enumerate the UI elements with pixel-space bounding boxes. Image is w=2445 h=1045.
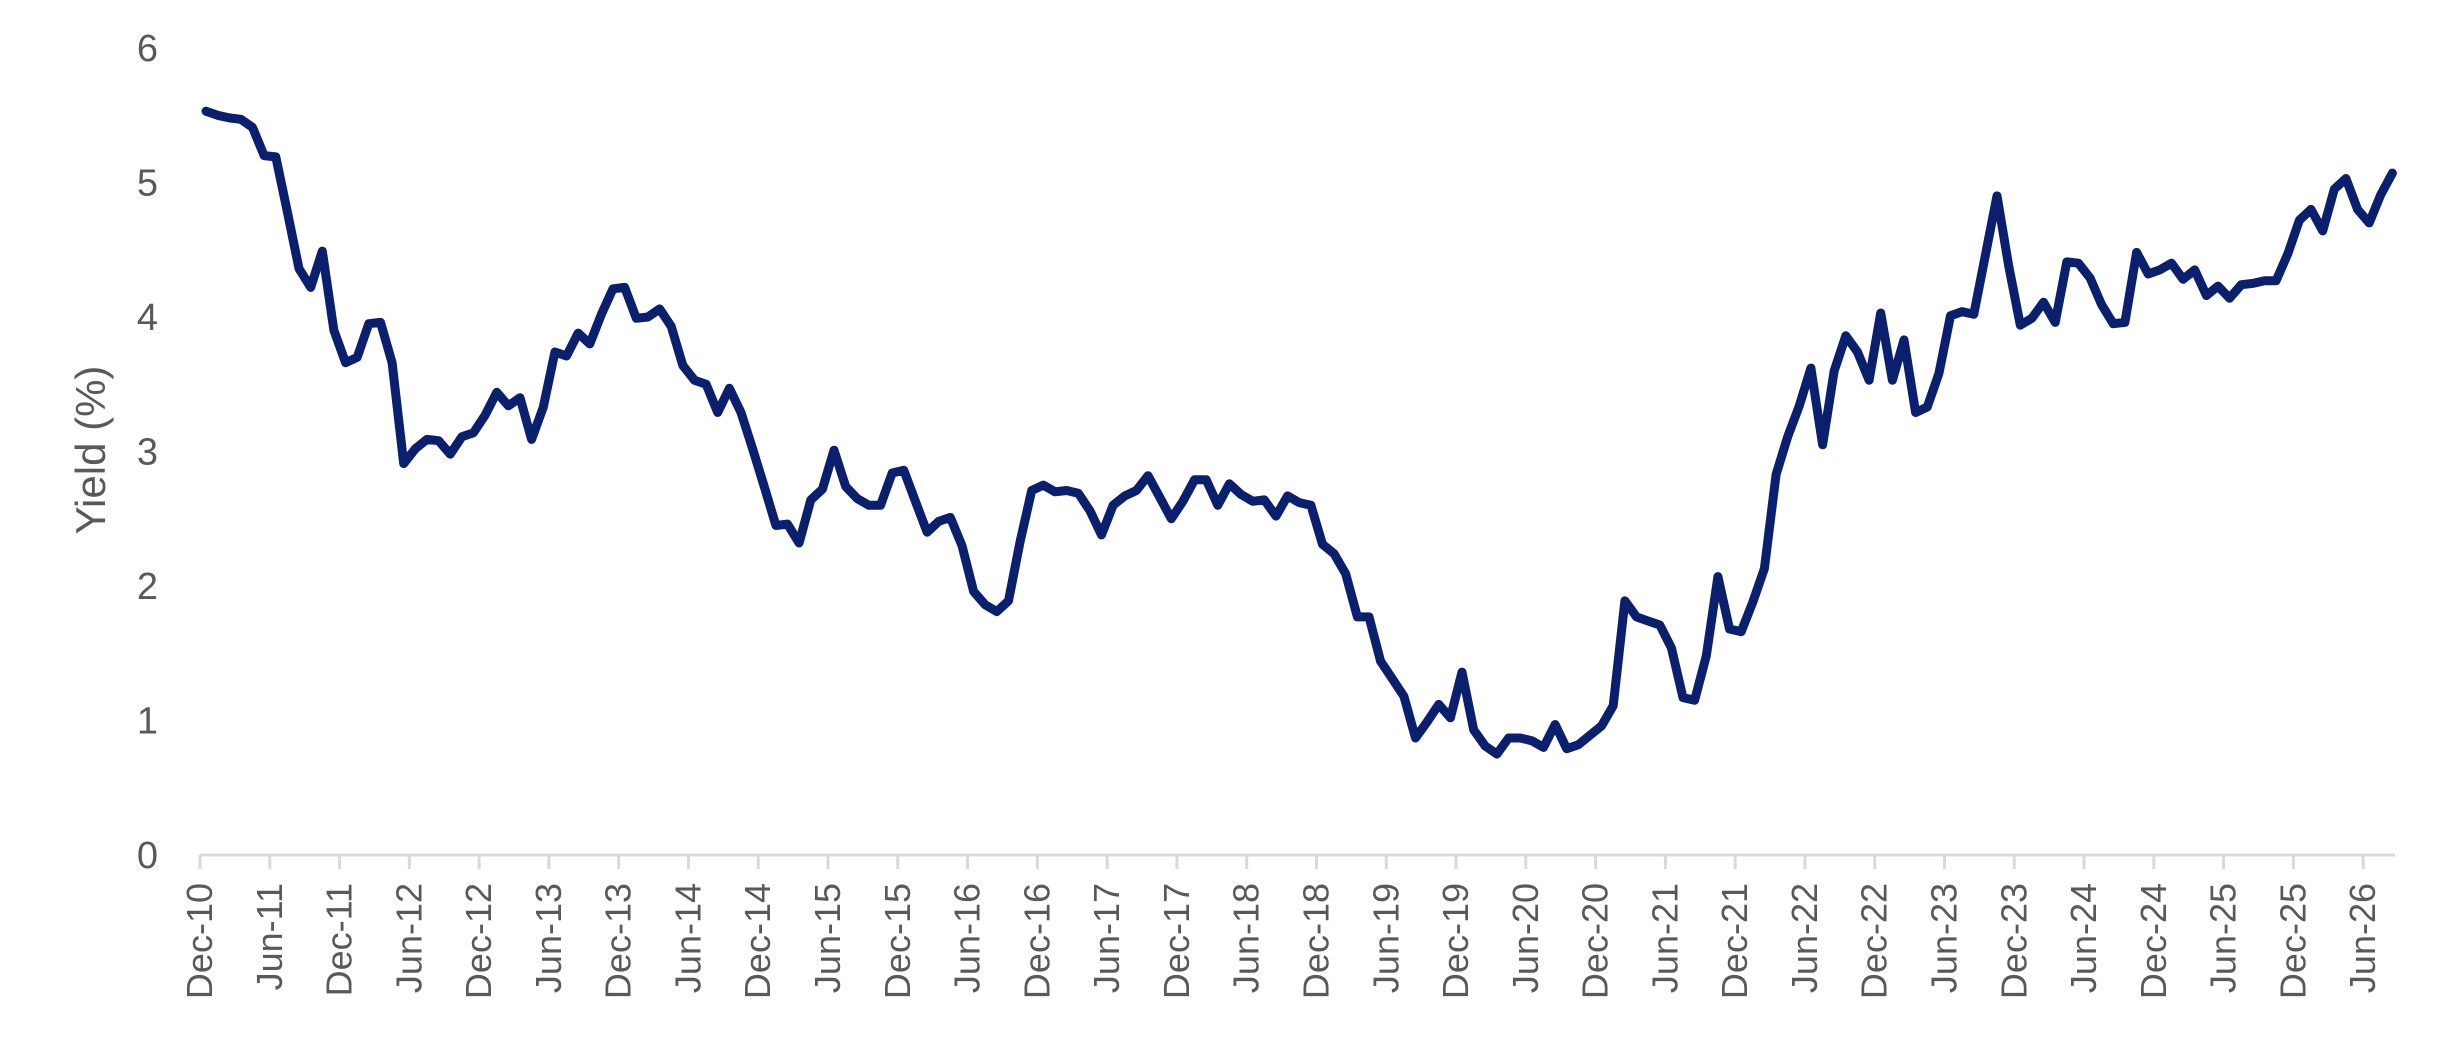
x-tick-label: Jun-17	[1086, 883, 1127, 993]
x-tick-label: Jun-13	[528, 883, 569, 993]
y-tick-label: 2	[137, 566, 158, 608]
x-tick-label: Jun-26	[2342, 883, 2383, 993]
y-tick-label: 5	[137, 163, 158, 205]
x-tick-label: Jun-18	[1226, 883, 1267, 993]
x-tick-label: Dec-20	[1575, 883, 1616, 999]
y-tick-label: 4	[137, 297, 158, 339]
x-tick-label: Dec-22	[1854, 883, 1895, 999]
x-tick-label: Jun-25	[2203, 883, 2244, 993]
x-tick-label: Dec-25	[2272, 883, 2313, 999]
x-tick-label: Dec-12	[458, 883, 499, 999]
x-tick-label: Dec-18	[1295, 883, 1336, 999]
x-tick-label: Jun-15	[807, 883, 848, 993]
x-tick-label: Jun-16	[947, 883, 988, 993]
y-tick-label: 6	[137, 28, 158, 70]
x-tick-label: Dec-21	[1714, 883, 1755, 999]
x-tick-label: Dec-14	[737, 883, 778, 999]
yield-series-line	[201, 106, 2397, 759]
x-tick-label: Jun-22	[1784, 883, 1825, 993]
y-tick-label: 0	[137, 835, 158, 877]
x-tick-label: Dec-23	[1993, 883, 2034, 999]
x-tick-label: Dec-11	[319, 883, 360, 996]
y-tick-labels: 0 1 2 3 4 5 6	[137, 28, 158, 877]
x-tick-label: Jun-14	[667, 883, 708, 993]
x-tick-label: Dec-13	[598, 883, 639, 999]
x-tick-label: Dec-16	[1016, 883, 1057, 999]
x-tick-label: Jun-19	[1365, 883, 1406, 993]
x-tick-label: Dec-15	[877, 883, 918, 999]
x-ticks: Dec-10 Jun-11 Dec-11 Jun-12 Dec-12 Jun-13 Dec-…	[179, 855, 2383, 999]
x-tick-label: Dec-24	[2133, 883, 2174, 999]
x-tick-label: Dec-17	[1156, 883, 1197, 999]
x-tick-label: Jun-23	[1924, 883, 1965, 993]
x-tick-label: Jun-12	[388, 883, 429, 993]
x-tick-label: Jun-21	[1644, 883, 1685, 993]
x-tick-label: Dec-10	[179, 883, 220, 999]
y-tick-label: 1	[137, 701, 158, 743]
x-tick-label: Jun-24	[2063, 883, 2104, 993]
x-tick-label: Jun-11	[249, 883, 290, 990]
x-tick-label: Dec-19	[1435, 883, 1476, 999]
x-tick-label: Jun-20	[1505, 883, 1546, 993]
y-axis-label: Yield (%)	[67, 366, 114, 535]
y-tick-label: 3	[137, 432, 158, 474]
